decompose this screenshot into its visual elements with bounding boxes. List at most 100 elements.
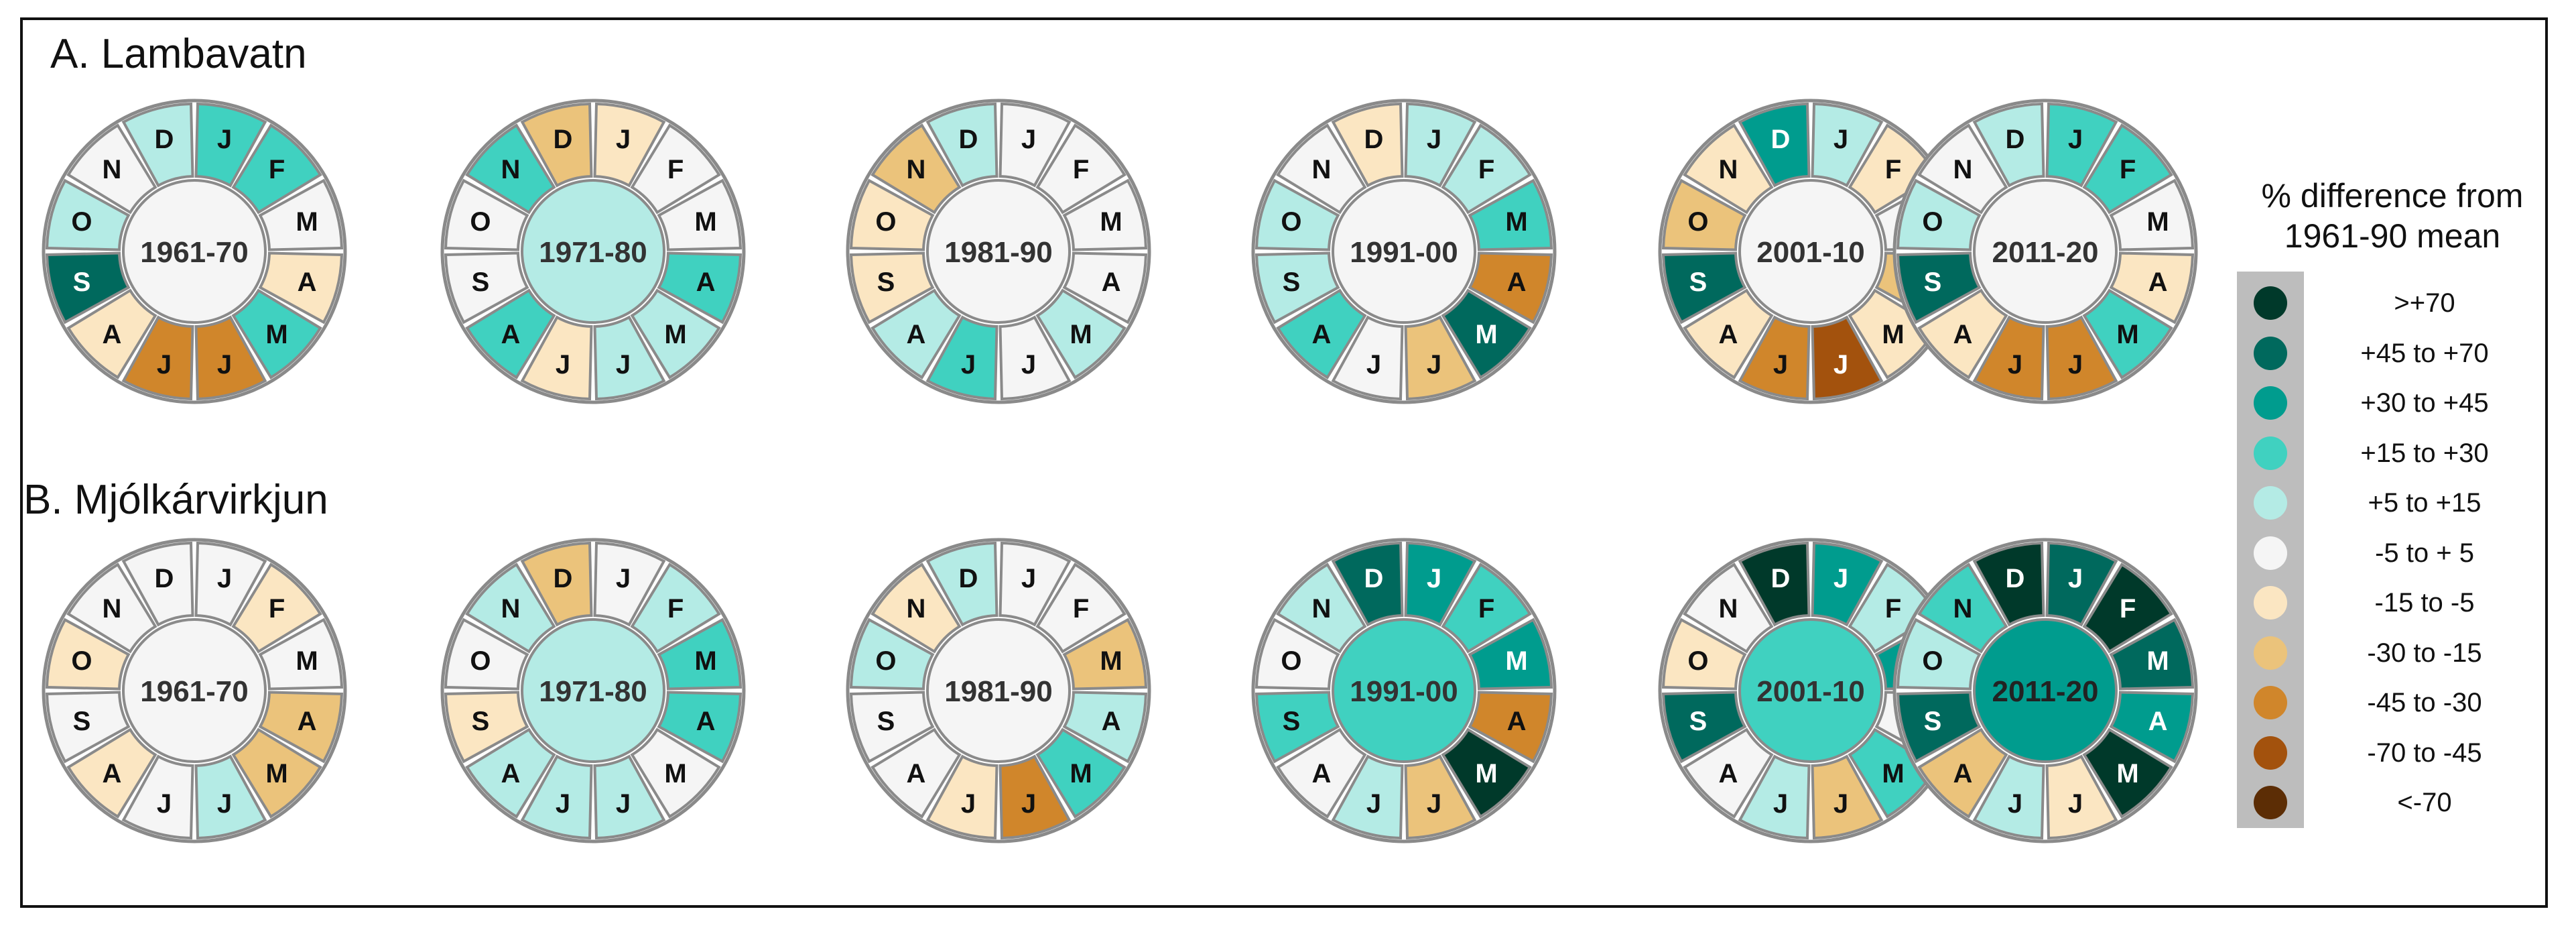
month-label: M (1100, 207, 1122, 237)
month-segment (258, 178, 343, 251)
month-label: S (877, 268, 895, 297)
month-label: M (1882, 759, 1904, 788)
month-segment (1441, 123, 1532, 215)
month-label: J (2008, 350, 2022, 379)
month-label: N (103, 155, 122, 184)
month-segment (465, 563, 556, 654)
month-label: J (1366, 789, 1381, 819)
month-label: A (1102, 707, 1121, 736)
legend-item: -15 to -5 (2237, 578, 2532, 628)
month-label: J (1833, 350, 1848, 379)
month-segment (1811, 754, 1884, 839)
month-label: D (959, 125, 978, 154)
month-segment (1255, 618, 1340, 691)
month-segment (1896, 178, 1982, 251)
period-label: 1961-70 (140, 675, 248, 708)
month-segment (1255, 691, 1340, 764)
month-label: S (1924, 707, 1942, 736)
month-label: F (1885, 155, 1901, 184)
month-label: O (1922, 646, 1943, 676)
month-label: J (1427, 789, 1441, 819)
month-segment (66, 288, 157, 379)
month-label: M (664, 320, 686, 349)
legend-swatch (2254, 336, 2287, 370)
legend-label: +45 to +70 (2360, 338, 2489, 368)
month-label: J (556, 789, 570, 819)
month-label: F (667, 155, 684, 184)
month-segment (1683, 727, 1774, 819)
month-label: S (73, 268, 91, 297)
month-segment (1331, 103, 1404, 188)
month-label: A (103, 320, 122, 349)
month-segment (520, 542, 593, 627)
month-label: J (616, 125, 631, 154)
month-label: N (1953, 155, 1973, 184)
month-label: M (1100, 646, 1122, 676)
period-label: 1961-70 (140, 236, 248, 269)
month-segment (46, 178, 131, 251)
month-segment (1404, 542, 1477, 627)
month-label: J (1021, 789, 1036, 819)
month-label: O (71, 207, 92, 237)
month-label: F (1885, 594, 1901, 624)
month-segment (1848, 727, 1939, 819)
month-segment (850, 178, 935, 251)
legend-item: <-70 (2237, 778, 2532, 827)
month-segment (657, 178, 742, 251)
month-label: O (1687, 207, 1708, 237)
month-label: F (1478, 594, 1494, 624)
month-segment (1441, 288, 1532, 379)
month-segment (231, 563, 322, 654)
wheel-center (122, 618, 267, 763)
month-label: J (616, 789, 631, 819)
month-segment (121, 315, 194, 400)
month-label: J (1833, 125, 1848, 154)
month-segment (465, 123, 556, 215)
month-label: J (556, 350, 570, 379)
month-label: D (1771, 125, 1791, 154)
month-label: M (1882, 320, 1904, 349)
month-label: J (1021, 350, 1036, 379)
month-label: D (959, 564, 978, 593)
month-segment (593, 315, 666, 400)
month-label: D (155, 125, 174, 154)
month-segment (1683, 123, 1774, 215)
month-segment (2045, 315, 2118, 400)
month-label: J (2068, 564, 2083, 593)
month-segment (630, 727, 721, 819)
month-segment (2045, 103, 2118, 188)
month-label: A (696, 707, 716, 736)
month-segment (1276, 288, 1367, 379)
month-label: D (2006, 564, 2025, 593)
month-segment (1896, 691, 1982, 764)
month-label: S (1689, 707, 1708, 736)
month-label: M (1475, 759, 1497, 788)
month-label: O (1281, 207, 1301, 237)
month-label: S (1283, 268, 1301, 297)
month-label: O (875, 646, 896, 676)
month-segment (1738, 542, 1811, 627)
month-segment (1683, 288, 1774, 379)
month-label: J (1021, 564, 1036, 593)
month-segment (1738, 754, 1811, 839)
month-label: N (907, 594, 926, 624)
month-segment (1972, 103, 2045, 188)
month-segment (1662, 691, 1747, 764)
month-label: M (265, 759, 287, 788)
month-segment (1848, 288, 1939, 379)
month-segment (630, 563, 721, 654)
month-label: A (1102, 268, 1121, 297)
month-segment (66, 563, 157, 654)
month-segment (925, 315, 999, 400)
month-segment (1255, 251, 1340, 325)
wheel-center (1332, 179, 1476, 324)
wheel-center (1738, 179, 1883, 324)
legend-label: -30 to -15 (2367, 638, 2482, 668)
month-segment (1035, 288, 1126, 379)
legend-swatch (2254, 486, 2287, 520)
month-label: F (269, 594, 285, 624)
month-segment (657, 691, 742, 764)
month-label: A (1312, 759, 1332, 788)
